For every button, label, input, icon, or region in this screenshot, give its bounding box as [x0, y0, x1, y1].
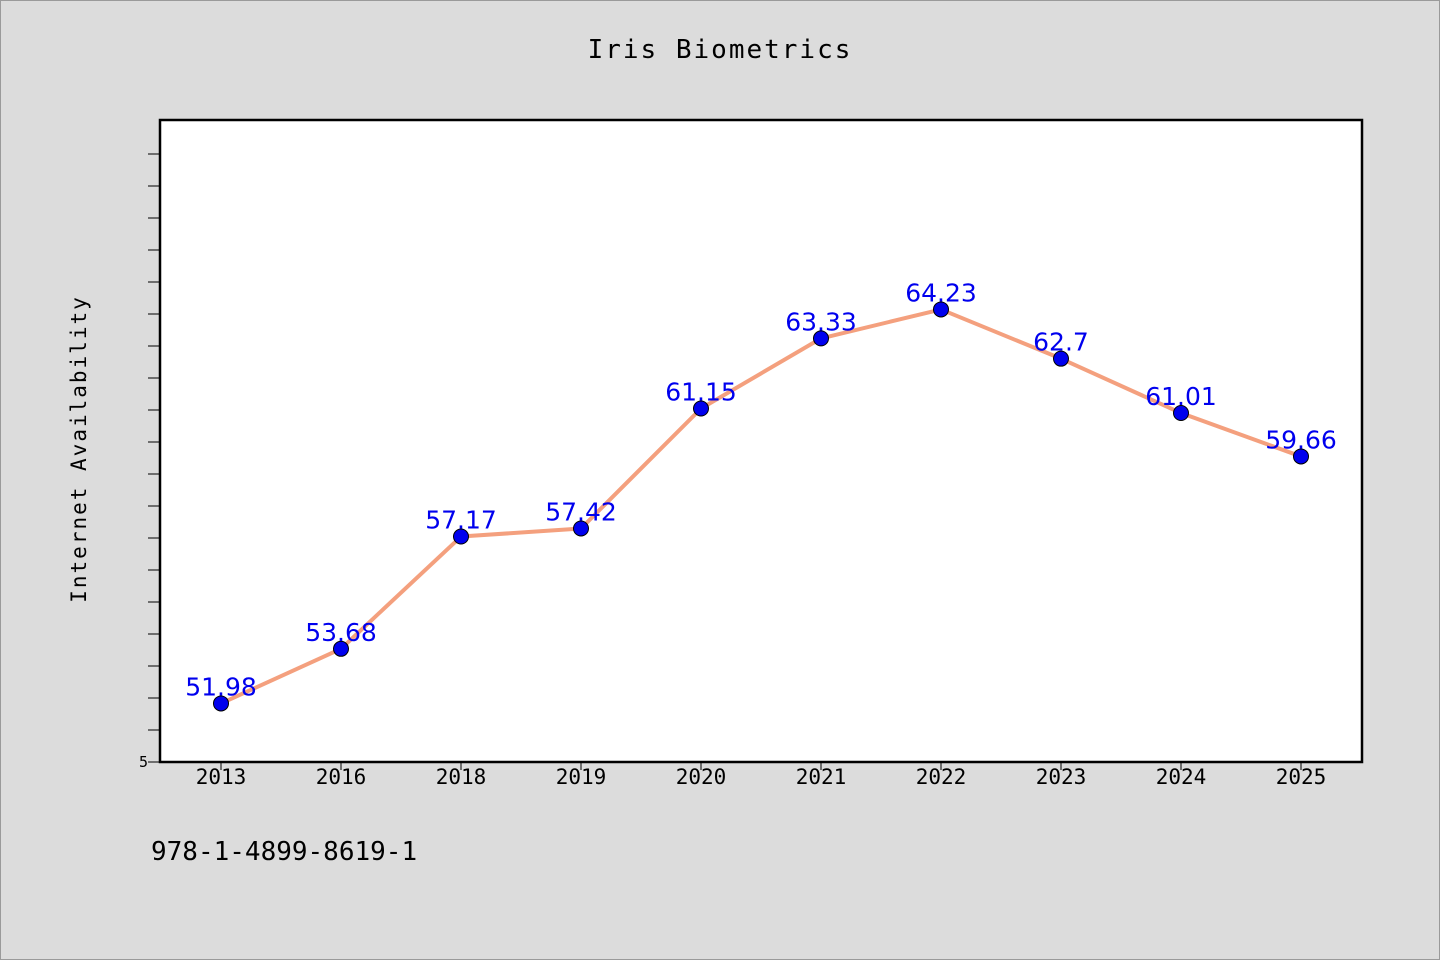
data-label: 64.23 [905, 278, 977, 307]
data-label: 61.01 [1145, 382, 1217, 411]
x-tick-label: 2020 [676, 765, 727, 789]
x-tick-label: 2024 [1156, 765, 1207, 789]
chart-title: Iris Biometrics [587, 35, 853, 65]
data-point [1053, 350, 1069, 367]
data-label: 61.15 [665, 378, 737, 407]
x-tick-label: 2021 [796, 765, 847, 789]
x-tick-label: 2022 [916, 765, 967, 789]
footer-isbn: 978-1-4899-8619-1 [151, 837, 418, 867]
data-label: 59.66 [1265, 425, 1337, 454]
data-label: 63.33 [785, 307, 857, 336]
data-point [453, 528, 469, 545]
data-point [933, 301, 949, 318]
data-point [333, 640, 349, 657]
x-tick-label: 2023 [1036, 765, 1087, 789]
series-line [220, 307, 1302, 706]
x-tick-label: 2019 [556, 765, 607, 789]
data-point [213, 695, 229, 712]
x-tick-label: 2018 [436, 765, 487, 789]
data-label: 57.17 [425, 506, 497, 535]
data-point [573, 520, 589, 537]
data-point [1293, 448, 1309, 465]
x-tick-label: 2025 [1276, 765, 1327, 789]
data-label: 51.98 [185, 672, 257, 701]
data-label: 57.42 [545, 497, 617, 526]
data-point [813, 330, 829, 347]
data-label: 53.68 [305, 618, 377, 647]
data-label: 62.7 [1033, 328, 1089, 357]
y-axis-min-label: 5 [139, 753, 148, 771]
data-point [1173, 405, 1189, 422]
data-point [693, 400, 709, 417]
x-tick-label: 2016 [316, 765, 367, 789]
plot-area [158, 118, 1364, 764]
x-tick-label: 2013 [196, 765, 247, 789]
